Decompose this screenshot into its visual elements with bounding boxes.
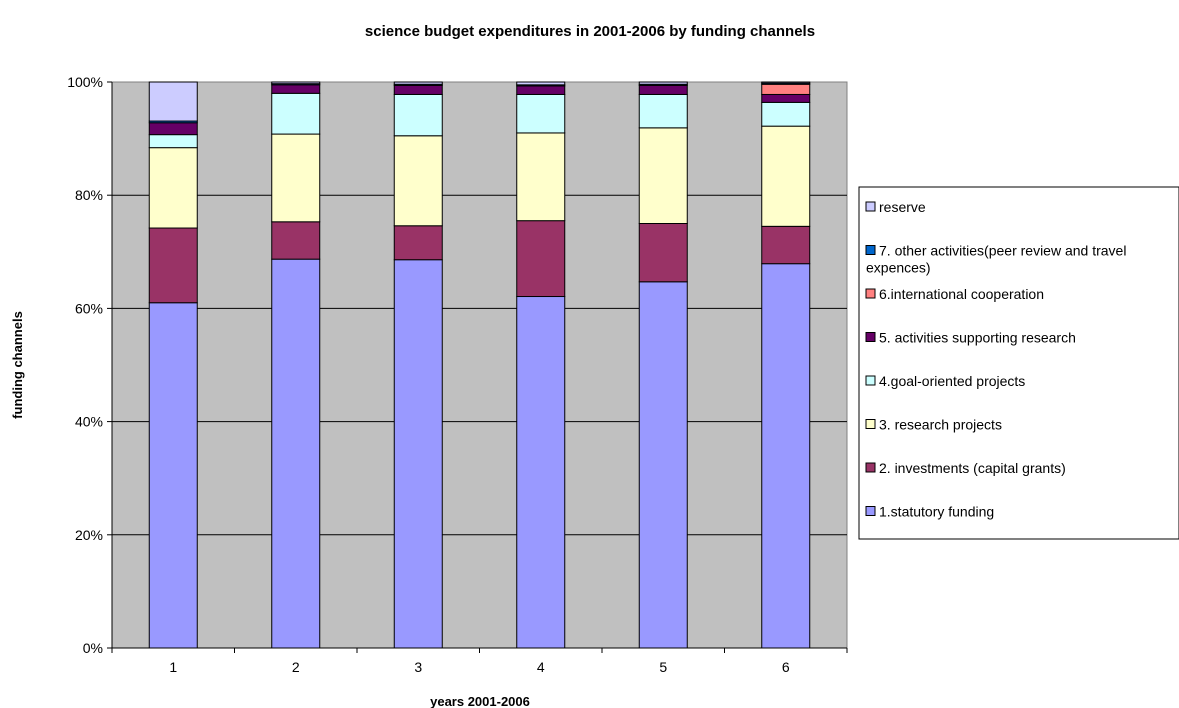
bar-segment bbox=[393, 225, 443, 261]
bar-segment bbox=[516, 85, 566, 95]
bar-segment bbox=[393, 81, 443, 85]
legend-swatch bbox=[865, 288, 876, 299]
y-tick-label: 100% bbox=[67, 74, 103, 90]
bar-segment bbox=[148, 122, 198, 136]
bar-segment bbox=[393, 93, 443, 137]
legend-label: 1.statutory funding bbox=[879, 504, 994, 520]
bar-segment bbox=[393, 84, 443, 95]
gridlines bbox=[112, 194, 847, 536]
bar-segment bbox=[271, 81, 321, 85]
bar-segment bbox=[148, 147, 198, 229]
bar-segment bbox=[393, 259, 443, 649]
bar-segment bbox=[148, 81, 198, 122]
y-tick-label: 80% bbox=[75, 187, 103, 203]
legend-box bbox=[858, 186, 1179, 540]
legend-label: 6.international cooperation bbox=[879, 286, 1044, 302]
bar-segment bbox=[271, 133, 321, 223]
bar-segment bbox=[516, 220, 566, 298]
y-tick-label: 20% bbox=[75, 527, 103, 543]
legend-swatch bbox=[865, 245, 876, 255]
chart-title: science budget expenditures in 2001-2006… bbox=[365, 23, 815, 40]
bar-segment bbox=[271, 92, 321, 135]
legend-swatch bbox=[865, 419, 876, 429]
legend-swatch bbox=[865, 375, 876, 386]
legend-label: 2. investments (capital grants) bbox=[879, 460, 1066, 476]
x-axis-title: years 2001-2006 bbox=[430, 694, 530, 708]
bars bbox=[148, 81, 811, 649]
bar-segment bbox=[516, 296, 566, 649]
legend-label: 7. other activities(peer review and trav… bbox=[866, 243, 1126, 276]
y-tick-label: 60% bbox=[75, 300, 103, 316]
y-axis-title: funding channels bbox=[10, 311, 25, 419]
bar-segment bbox=[393, 135, 443, 227]
x-tick-label: 6 bbox=[782, 659, 790, 675]
x-tick-label: 4 bbox=[537, 659, 545, 675]
y-tick-label: 40% bbox=[75, 414, 103, 430]
plot-area bbox=[111, 81, 848, 649]
bar-segment bbox=[516, 93, 566, 134]
bar-segment bbox=[148, 227, 198, 304]
bar-segment bbox=[761, 263, 811, 649]
legend-label: reserve bbox=[879, 199, 926, 215]
bar-segment bbox=[148, 302, 198, 649]
bar-segment bbox=[148, 134, 198, 149]
legend-swatch bbox=[865, 462, 876, 473]
bar-segment bbox=[761, 101, 811, 127]
x-tick-label: 2 bbox=[292, 659, 300, 675]
bar-segment bbox=[271, 258, 321, 649]
legend-label: 5. activities supporting research bbox=[879, 330, 1076, 346]
legend-swatch bbox=[865, 201, 876, 212]
bar-segment bbox=[761, 125, 811, 227]
bar-segment bbox=[638, 223, 688, 283]
legend-swatch bbox=[865, 332, 876, 342]
bar-segment bbox=[638, 84, 688, 95]
bar-segment bbox=[761, 225, 811, 265]
y-tick-label: 0% bbox=[83, 640, 103, 656]
bar-segment bbox=[638, 127, 688, 224]
axes bbox=[107, 81, 848, 653]
bar-segment bbox=[761, 93, 811, 103]
legend-label: 4.goal-oriented projects bbox=[879, 373, 1025, 389]
legend-label: 3. research projects bbox=[879, 417, 1002, 433]
bar-segment bbox=[638, 93, 688, 129]
legend-swatch bbox=[865, 506, 876, 516]
bar-segment bbox=[516, 132, 566, 222]
bar-segment bbox=[638, 81, 688, 85]
bar-segment bbox=[271, 84, 321, 94]
bar-segment bbox=[761, 83, 811, 95]
legend: reserve 7. other activities(peer review a… bbox=[858, 186, 1179, 540]
x-tick-label: 1 bbox=[169, 659, 177, 675]
bar-segment bbox=[638, 281, 688, 649]
bar-segment bbox=[516, 81, 566, 86]
x-tick-label: 3 bbox=[414, 659, 422, 675]
bar-segment bbox=[271, 221, 321, 260]
tick-labels: 0% 20% 40% 60% 80% 100% 1 2 3 4 5 6 bbox=[67, 74, 790, 675]
x-tick-label: 5 bbox=[659, 659, 667, 675]
bar-segment bbox=[761, 81, 811, 84]
